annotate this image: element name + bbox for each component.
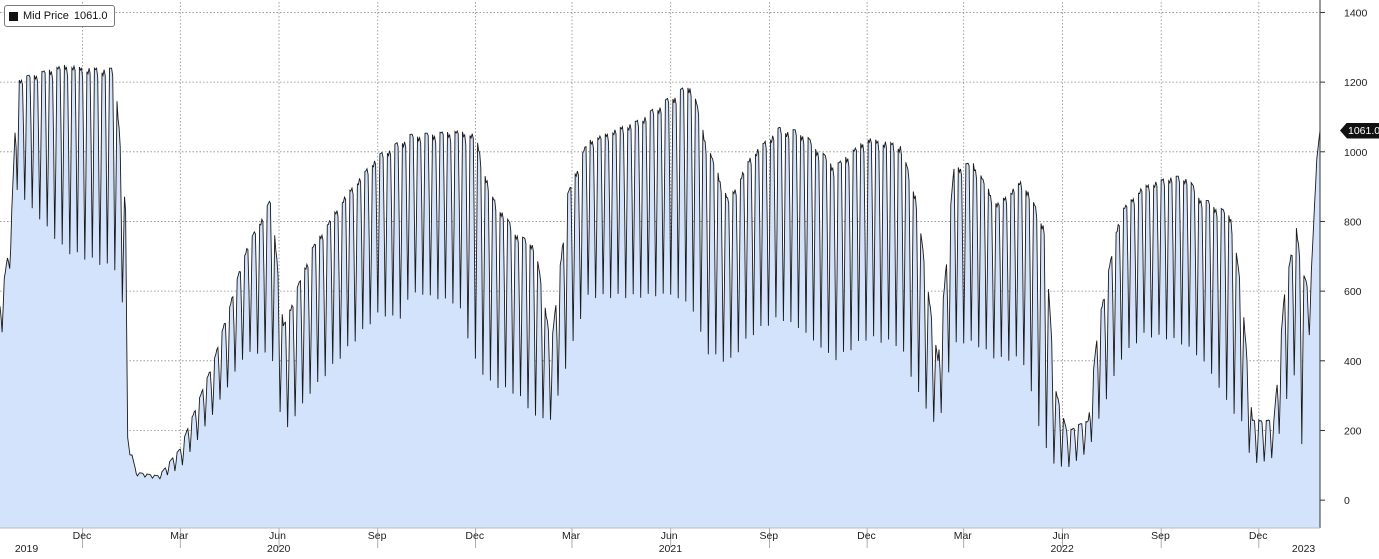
y-tick-label: 800 xyxy=(1344,216,1362,228)
y-tick-label: 200 xyxy=(1344,425,1362,437)
x-tick-label: Dec xyxy=(465,530,484,542)
y-tick-label: 0 xyxy=(1344,495,1350,507)
year-label: 2021 xyxy=(659,543,683,555)
x-tick-label: Sep xyxy=(368,530,387,542)
x-tick-label: Dec xyxy=(1249,530,1268,542)
year-label: 2023 xyxy=(1292,543,1316,555)
series-line xyxy=(0,64,1321,480)
x-tick-label: Jun xyxy=(269,530,286,542)
y-tick-label: 1400 xyxy=(1344,7,1368,19)
legend: Mid Price 1061.0 xyxy=(4,5,115,27)
year-label: 2020 xyxy=(267,543,291,555)
x-tick-label: Mar xyxy=(954,530,973,542)
x-tick-label: Jun xyxy=(661,530,678,542)
x-tick-label: Dec xyxy=(857,530,876,542)
legend-swatch xyxy=(9,11,18,21)
x-tick-label: Sep xyxy=(759,530,778,542)
x-tick-label: Sep xyxy=(1151,530,1170,542)
legend-label: Mid Price xyxy=(23,10,69,22)
y-tick-label: 1200 xyxy=(1344,77,1368,89)
x-tick-label: Jun xyxy=(1052,530,1069,542)
last-value-tag: 1061.0 xyxy=(1340,122,1379,139)
y-tick-label: 600 xyxy=(1344,286,1362,298)
year-label: 2019 xyxy=(15,543,39,555)
x-tick-label: Mar xyxy=(170,530,189,542)
x-tick-label: Mar xyxy=(562,530,581,542)
series-area-fill xyxy=(0,65,1320,528)
x-tick-label: Dec xyxy=(73,530,92,542)
y-tick-label: 1000 xyxy=(1344,147,1368,159)
y-tick-label: 400 xyxy=(1344,356,1362,368)
legend-value: 1061.0 xyxy=(73,10,108,22)
year-label: 2022 xyxy=(1050,543,1074,555)
